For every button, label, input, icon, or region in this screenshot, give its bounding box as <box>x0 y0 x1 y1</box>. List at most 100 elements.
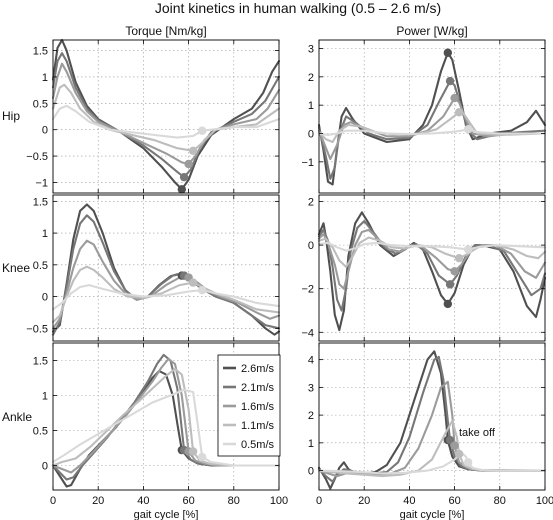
x-tick-label: 60 <box>182 495 194 507</box>
y-tick-label: 2 <box>308 410 314 422</box>
toe-off-marker-1-6m-s <box>450 441 459 450</box>
toe-off-marker-0-5m-s <box>197 126 207 135</box>
y-tick-label: 4 <box>308 355 314 367</box>
toe-off-marker-1-1m-s <box>188 146 198 155</box>
x-tick-label: 20 <box>358 495 370 507</box>
legend: 2.6m/s 2.1m/s 1.6m/s 1.1m/s 0.5m/s <box>217 354 281 457</box>
series-line-2-1m-s <box>51 52 281 179</box>
panel-hip-power: −1 0 1 2 3 <box>301 39 547 194</box>
series-line-2-6m-s <box>317 211 547 332</box>
y-tick-label: 0 <box>42 292 48 304</box>
axes-frame <box>318 39 546 194</box>
row-label-hip: Hip <box>2 109 20 123</box>
toe-off-marker-1-6m-s <box>450 93 459 103</box>
series-line-0-5m-s <box>317 241 547 252</box>
x-tick-label: 0 <box>316 495 322 507</box>
y-tick-label: −1 <box>301 157 314 169</box>
y-tick-label: 2 <box>308 197 314 209</box>
series-line-1-6m-s <box>51 358 281 474</box>
toe-off-marker-1-1m-s <box>454 253 464 263</box>
y-tick-label: −2 <box>301 284 314 296</box>
toe-off-marker-0-5m-s <box>463 125 473 134</box>
y-tick-label: 0 <box>308 466 314 478</box>
toe-off-marker-0-5m-s <box>197 452 207 462</box>
y-tick-label: 0 <box>42 461 48 473</box>
x-tick-label: 0 <box>50 495 56 507</box>
y-tick-label: 1 <box>42 228 48 240</box>
y-tick-label: 0 <box>308 240 314 252</box>
series-line-2-6m-s <box>317 350 547 490</box>
series-line-2-6m-s <box>51 38 281 191</box>
x-tick-label: 80 <box>228 495 240 507</box>
x-tick-label: 40 <box>137 495 149 507</box>
y-tick-label: 0.5 <box>33 260 48 272</box>
y-tick-label: 1.5 <box>33 356 48 368</box>
series-line-1-6m-s <box>51 239 281 330</box>
axes-frame <box>318 342 546 491</box>
series-line-0-5m-s <box>51 104 281 139</box>
toe-off-marker-2-1m-s <box>445 76 455 86</box>
y-tick-label: 1.5 <box>33 46 48 58</box>
x-tick-label: 100 <box>536 495 553 507</box>
toe-off-marker-2-6m-s <box>443 299 453 309</box>
toe-off-marker-2-1m-s <box>179 172 189 182</box>
panel-grid: −1−0.500.511.5−10123−0.500.511.5−4−20200… <box>26 38 553 520</box>
panel-knee-torque: −0.5 0 0.5 1 1.5 <box>26 194 281 342</box>
series-line-2-6m-s <box>317 51 547 186</box>
take-off-annotation: take off <box>459 427 496 439</box>
series-line-1-6m-s <box>317 380 547 478</box>
y-tick-label: 3 <box>308 44 314 56</box>
toe-off-marker-1-1m-s <box>188 278 198 287</box>
row-label-knee: Knee <box>2 261 30 275</box>
series-line-0-5m-s <box>51 284 281 311</box>
legend-label-1-1m-s: 1.1m/s <box>241 420 275 432</box>
toe-off-marker-1-1m-s <box>454 108 464 117</box>
column-title-1: Power [W/kg] <box>396 24 467 38</box>
toe-off-marker-1-6m-s <box>184 159 193 169</box>
x-tick-label: 20 <box>92 495 104 507</box>
legend-label-0-5m-s: 0.5m/s <box>241 439 275 451</box>
legend-label-1-6m-s: 1.6m/s <box>241 401 275 413</box>
figure-title: Joint kinetics in human walking (0.5 – 2… <box>155 0 441 16</box>
y-tick-label: −4 <box>301 327 314 339</box>
y-tick-label: 0.5 <box>33 98 48 110</box>
toe-off-marker-0-5m-s <box>463 458 473 467</box>
y-tick-label: 0.5 <box>33 426 48 438</box>
toe-off-marker-2-1m-s <box>445 435 455 445</box>
toe-off-marker-0-5m-s <box>463 245 473 254</box>
y-tick-label: 0 <box>42 125 48 137</box>
y-tick-label: 1.5 <box>33 196 48 208</box>
y-tick-label: 1 <box>42 391 48 403</box>
y-tick-label: −0.5 <box>26 151 48 163</box>
row-label-ankle: Ankle <box>2 410 32 424</box>
toe-off-marker-2-6m-s <box>177 185 187 194</box>
series-line-0-5m-s <box>51 388 281 467</box>
toe-off-marker-1-1m-s <box>188 447 198 456</box>
y-tick-label: 2 <box>308 72 314 84</box>
y-tick-label: 1 <box>308 100 314 112</box>
axes-frame <box>318 194 546 342</box>
series-line-2-1m-s <box>51 353 281 481</box>
y-tick-label: 0 <box>308 129 314 141</box>
series-line-0-5m-s <box>317 451 547 475</box>
x-tick-label: 80 <box>494 495 506 507</box>
legend-label-2-1m-s: 2.1m/s <box>241 382 275 394</box>
series-line-0-5m-s <box>317 128 547 136</box>
toe-off-marker-2-6m-s <box>443 48 453 57</box>
y-tick-label: 1 <box>308 438 314 450</box>
toe-off-marker-0-5m-s <box>197 286 207 295</box>
series-line-2-6m-s <box>51 203 281 336</box>
x-tick-label: 40 <box>403 495 415 507</box>
x-tick-label: 100 <box>270 495 288 507</box>
x-axis-label: gait cycle [%] <box>134 509 199 520</box>
y-tick-label: −0.5 <box>26 323 48 335</box>
legend-label-2-6m-s: 2.6m/s <box>241 363 275 375</box>
axes-frame <box>52 39 280 194</box>
axes-frame <box>52 194 280 342</box>
x-axis-label: gait cycle [%] <box>400 509 465 520</box>
series-line-1-6m-s <box>51 62 281 166</box>
y-tick-label: −1 <box>35 177 48 189</box>
y-tick-label: 3 <box>308 382 314 394</box>
